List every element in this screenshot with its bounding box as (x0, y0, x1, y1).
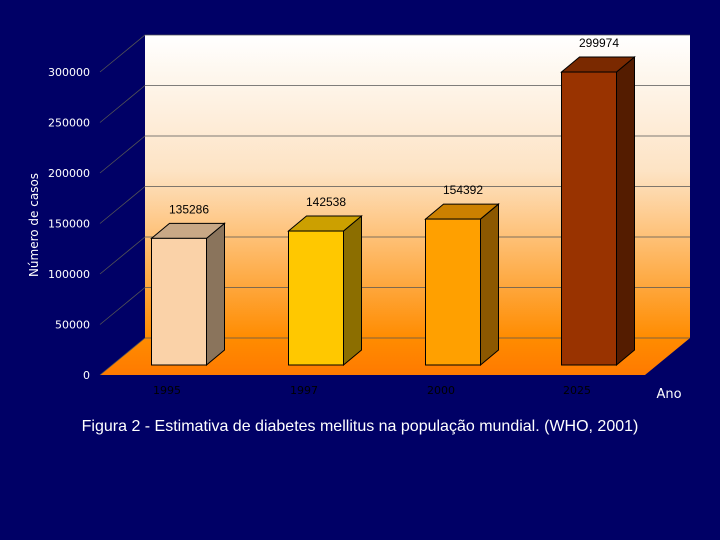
data-label: 135286 (169, 202, 209, 216)
figure-caption: Figura 2 - Estimativa de diabetes mellit… (81, 418, 639, 435)
x-axis-title: Ano (656, 387, 681, 402)
y-tick-label: 300000 (48, 66, 90, 79)
data-label: 154392 (443, 183, 483, 197)
bar-side (616, 55, 635, 367)
floor (100, 338, 690, 375)
gridline (99, 34, 690, 73)
y-tick-label: 100000 (48, 268, 90, 281)
data-label: 142538 (306, 195, 346, 209)
x-tick-label: 1995 (153, 384, 181, 397)
y-tick-label: 200000 (48, 167, 90, 180)
gridline (99, 287, 690, 325)
x-tick-label: 2000 (427, 384, 455, 397)
gridline (99, 236, 690, 275)
x-tick-label: 2025 (563, 384, 591, 397)
bar-chart: 0 50000 100000 150000 200000 250000 300000 1352… (27, 34, 690, 402)
bar (425, 218, 481, 366)
bar (561, 71, 617, 366)
x-tick-label: 1997 (290, 384, 318, 397)
gridline (99, 337, 690, 376)
y-tick-label: 150000 (48, 218, 90, 231)
bar-side (343, 214, 362, 367)
y-tick-label: 50000 (55, 319, 90, 332)
y-axis-title: Número de casos (27, 173, 41, 277)
data-label: 299974 (579, 36, 619, 50)
gridline (99, 85, 690, 123)
bar (151, 237, 207, 366)
y-tick-label: 250000 (48, 117, 90, 130)
y-tick-label: 0 (83, 369, 90, 382)
bar-side (206, 222, 225, 367)
gridline (99, 186, 690, 224)
bar (288, 230, 344, 366)
gridline (99, 135, 690, 174)
bar-side (480, 202, 499, 367)
